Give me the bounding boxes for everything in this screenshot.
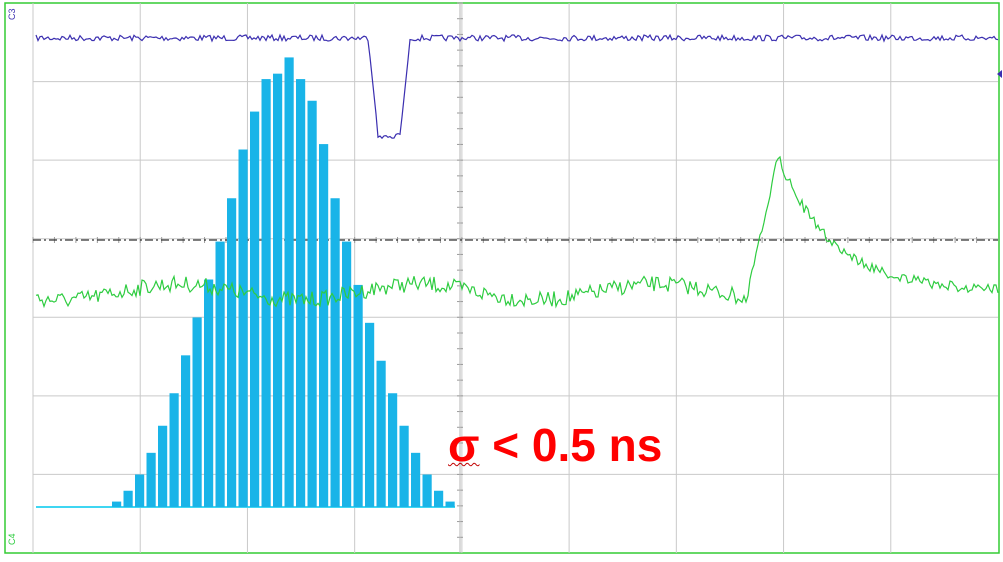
histogram-bar	[238, 149, 248, 507]
histogram-bar	[411, 452, 421, 507]
histogram-bar	[181, 355, 191, 507]
histogram-bar	[284, 57, 294, 508]
histogram-bar	[158, 425, 168, 507]
histogram-bar	[296, 79, 306, 507]
histogram	[36, 57, 455, 508]
histogram-bar	[204, 279, 214, 507]
histogram-bar	[342, 241, 352, 508]
histogram-bar	[307, 100, 317, 507]
histogram-bar	[319, 144, 329, 508]
sigma-value: < 0.5 ns	[479, 419, 663, 471]
histogram-bar	[215, 241, 225, 508]
histogram-bar	[250, 111, 260, 507]
histogram-bar	[227, 198, 237, 507]
channel-label-c3: C3	[7, 8, 17, 20]
histogram-bar	[169, 393, 179, 507]
histogram-bar	[123, 490, 133, 507]
histogram-bar	[192, 317, 202, 507]
histogram-bar	[353, 284, 363, 507]
histogram-bar	[135, 474, 145, 507]
histogram-bar	[388, 393, 398, 507]
histogram-bar	[399, 425, 409, 507]
trace-c4	[35, 155, 999, 309]
sigma-annotation: σ < 0.5 ns	[448, 418, 662, 472]
marker-c3	[997, 70, 1002, 78]
histogram-bar	[146, 452, 156, 507]
channel-labels: C3 C4	[7, 8, 17, 545]
histogram-bar	[112, 501, 122, 507]
histogram-bar	[422, 474, 432, 507]
histogram-bar	[365, 322, 375, 507]
traces	[35, 33, 1002, 309]
sigma-symbol: σ	[448, 419, 480, 471]
histogram-bar	[376, 360, 386, 507]
histogram-bar	[330, 198, 340, 507]
histogram-bar	[261, 79, 271, 507]
histogram-bar	[445, 501, 455, 507]
trace-c3	[35, 33, 999, 140]
histogram-bar	[273, 73, 283, 508]
channel-label-c4: C4	[7, 533, 17, 545]
histogram-bar	[434, 490, 444, 507]
